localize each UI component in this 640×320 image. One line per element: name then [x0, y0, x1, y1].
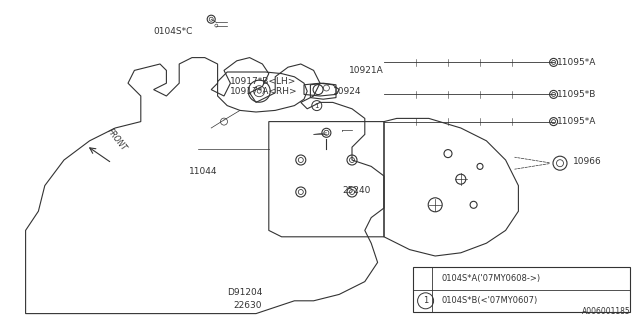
Text: 1: 1: [314, 103, 319, 108]
Text: 10917*A<RH>: 10917*A<RH>: [230, 87, 298, 96]
Text: 25240: 25240: [342, 186, 371, 195]
Text: 10921A: 10921A: [349, 66, 383, 75]
Text: 11095*A: 11095*A: [557, 58, 596, 67]
Text: 0104S*A('07MY0608->): 0104S*A('07MY0608->): [442, 274, 541, 283]
Bar: [413, 267, 630, 312]
Text: 1: 1: [423, 296, 428, 305]
Text: 10966: 10966: [573, 157, 602, 166]
Text: 11044: 11044: [189, 167, 218, 176]
Text: 11095*A: 11095*A: [557, 117, 596, 126]
Text: A006001185: A006001185: [582, 308, 630, 316]
Text: 11095*B: 11095*B: [557, 90, 596, 99]
Text: 22630: 22630: [234, 301, 262, 310]
Text: 0104S*B(<'07MY0607): 0104S*B(<'07MY0607): [442, 296, 538, 305]
Text: D91204: D91204: [227, 288, 262, 297]
Text: 10917*B<LH>: 10917*B<LH>: [230, 77, 297, 86]
Text: 0104S*C: 0104S*C: [154, 28, 193, 36]
Text: FRONT: FRONT: [105, 126, 128, 152]
Text: 10924: 10924: [333, 87, 362, 96]
